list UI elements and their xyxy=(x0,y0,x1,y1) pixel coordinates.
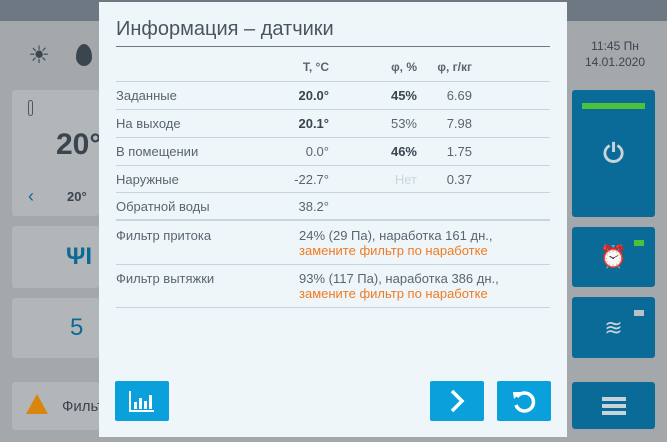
col-temperature: T, °C xyxy=(302,60,329,74)
power-icon: ⏻ xyxy=(603,137,624,168)
sun-icon: ☀ xyxy=(28,41,50,69)
filter-button[interactable]: ≋ xyxy=(572,297,655,358)
col-absolute-humidity: φ, г/кг xyxy=(437,60,472,74)
filter-warning: замените фильтр по наработке xyxy=(299,243,488,258)
alarm-button[interactable]: ⏰ xyxy=(572,227,655,287)
power-status-bar xyxy=(582,103,645,109)
menu-button[interactable] xyxy=(572,382,655,429)
filter-warning: замените фильтр по наработке xyxy=(299,286,488,301)
fan-speed-value: 5 xyxy=(70,314,84,341)
filter-icon: ≋ xyxy=(604,314,623,340)
table-row: В помещении 0.0° 46% 1.75 xyxy=(116,138,550,166)
table-row: На выходе 20.1° 53% 7.98 xyxy=(116,110,550,138)
filter-row: Фильтр вытяжки 93% (117 Па), наработка 3… xyxy=(116,265,550,308)
temperature-value: 20° xyxy=(56,128,99,161)
row-label: На выходе xyxy=(116,116,181,131)
setpoint-value: 20° xyxy=(67,189,87,204)
row-label: Наружные xyxy=(116,172,179,187)
decrease-temp-button[interactable]: ‹ xyxy=(28,186,34,206)
table-row: Заданные 20.0° 45% 6.69 xyxy=(116,82,550,110)
sensor-info-dialog: Информация – датчики T, °C φ, % φ, г/кг … xyxy=(99,2,567,437)
alert-card[interactable]: Фильтр xyxy=(12,382,99,430)
abs-humidity-value: 6.69 xyxy=(446,88,472,103)
temperature-value: 20.1° xyxy=(298,116,329,131)
dialog-title: Информация – датчики xyxy=(116,18,334,40)
humidity-icon xyxy=(76,44,92,66)
bar-chart-icon xyxy=(129,391,154,412)
rh-value: Нет xyxy=(394,172,417,187)
fan-speed-card[interactable]: 5 xyxy=(12,298,99,358)
abs-humidity-value: 1.75 xyxy=(446,144,472,159)
chart-button[interactable] xyxy=(115,381,169,421)
abs-humidity-value: 7.98 xyxy=(446,116,472,131)
thermometer-icon xyxy=(28,100,33,116)
clock: 11:45 Пн 14.01.2020 xyxy=(570,38,660,70)
temperature-value: 38.2° xyxy=(298,199,329,214)
temperature-value: 0.0° xyxy=(305,144,329,159)
warning-icon xyxy=(26,394,48,414)
abs-humidity-value: 0.37 xyxy=(446,172,472,187)
temperature-value: -22.7° xyxy=(294,172,329,187)
date: 14.01.2020 xyxy=(584,55,646,69)
kitchen-mode-card[interactable]: ΨΙ xyxy=(12,226,99,288)
filter-status: 93% (117 Па), наработка 386 дн., xyxy=(299,271,499,286)
alarm-status-indicator xyxy=(634,240,644,246)
col-relative-humidity: φ, % xyxy=(391,60,417,74)
menu-icon xyxy=(601,396,626,415)
temperature-value: 20.0° xyxy=(298,88,329,103)
filter-row: Фильтр притока 24% (29 Па), наработка 16… xyxy=(116,221,550,265)
next-button[interactable] xyxy=(430,381,484,421)
chevron-right-icon xyxy=(450,389,465,413)
table-header: T, °C φ, % φ, г/кг xyxy=(116,54,550,82)
rh-value: 53% xyxy=(390,116,417,131)
rh-value: 46% xyxy=(390,144,417,159)
cutlery-icon: ΨΙ xyxy=(66,243,93,270)
time: 11:45 Пн xyxy=(591,39,639,53)
temperature-card[interactable]: 20° ‹ 20° xyxy=(12,90,99,216)
row-label: В помещении xyxy=(116,144,199,159)
alert-text: Фильтр xyxy=(62,398,99,415)
filter-status: 24% (29 Па), наработка 161 дн., xyxy=(299,228,493,243)
refresh-button[interactable] xyxy=(497,381,551,421)
filter-status-indicator xyxy=(634,310,644,316)
filter-label: Фильтр притока xyxy=(116,228,212,243)
alarm-clock-icon: ⏰ xyxy=(599,244,628,269)
row-label: Заданные xyxy=(116,88,177,103)
rh-value: 45% xyxy=(390,88,417,103)
table-row: Обратной воды 38.2° xyxy=(116,193,550,221)
table-row: Наружные -22.7° Нет 0.37 xyxy=(116,166,550,193)
power-button[interactable]: ⏻ xyxy=(572,90,655,217)
filter-label: Фильтр вытяжки xyxy=(116,271,215,286)
refresh-icon xyxy=(513,391,536,413)
row-label: Обратной воды xyxy=(116,199,210,214)
title-divider xyxy=(116,46,550,47)
